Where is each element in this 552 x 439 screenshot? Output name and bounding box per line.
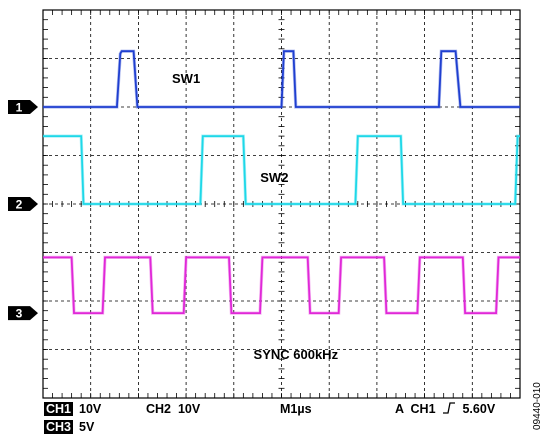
- trigger-setting: A CH1 5.60V: [395, 402, 495, 416]
- channel-markers: 1 2 3: [8, 100, 38, 321]
- ch1-scale: 10V: [79, 402, 102, 416]
- trace-ch3: [43, 256, 520, 314]
- trace-ch2: [43, 135, 520, 205]
- channel-marker-box: [8, 306, 30, 321]
- channel-marker-arrow: [30, 306, 38, 321]
- channel-marker-box: [8, 197, 30, 211]
- figure-id: 09440-010: [532, 382, 543, 430]
- channel-marker-label: 3: [16, 307, 23, 321]
- channel-marker-box: [8, 100, 30, 114]
- trace-ch1: [43, 50, 520, 108]
- ch3-scale: 5V: [79, 420, 95, 434]
- trace-label: SYNC 600kHz: [254, 347, 339, 362]
- rising-edge-icon: [442, 402, 456, 414]
- trace-labels: SW1 SW2 SYNC 600kHz: [172, 71, 339, 362]
- trace-label: SW2: [260, 170, 288, 185]
- channel-marker-label: 2: [16, 198, 23, 212]
- timebase-setting: M1µs: [280, 402, 312, 416]
- trigger-source: A CH1: [395, 402, 436, 416]
- traces: [43, 49, 520, 315]
- ch1-badge: CH1: [44, 402, 74, 416]
- trigger-level: 5.60V: [462, 402, 496, 416]
- ch1-setting: CH1 10V: [44, 402, 101, 416]
- trace-label: SW1: [172, 71, 200, 86]
- channel-marker-arrow: [30, 100, 38, 114]
- ch3-setting: CH3 5V: [44, 420, 94, 434]
- channel-marker-label: 1: [16, 101, 23, 115]
- ch2-setting: CH2 10V: [146, 402, 201, 416]
- channel-marker-arrow: [30, 197, 38, 211]
- ch3-badge: CH3: [44, 420, 74, 434]
